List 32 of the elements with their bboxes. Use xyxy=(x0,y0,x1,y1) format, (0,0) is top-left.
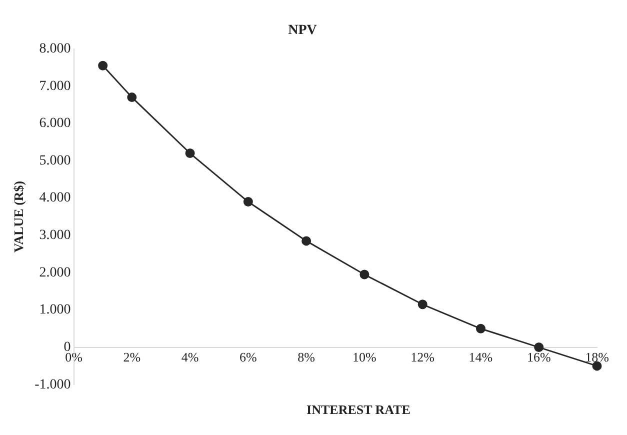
y-tick-label: 2.000 xyxy=(39,265,71,280)
y-tick-label: 3.000 xyxy=(39,228,71,244)
x-tick-label: 8% xyxy=(298,350,316,365)
point xyxy=(185,148,195,158)
point xyxy=(243,197,253,207)
y-tick-label: -1.000 xyxy=(34,377,71,392)
point xyxy=(418,300,428,310)
x-tick-label: 4% xyxy=(181,350,199,365)
x-tick-label: 10% xyxy=(352,350,377,365)
point xyxy=(592,361,602,371)
x-tick-label: 0% xyxy=(65,350,83,365)
x-tick-label: 14% xyxy=(468,350,493,365)
point xyxy=(360,270,370,280)
point xyxy=(127,92,137,102)
y-tick-label: 1.000 xyxy=(39,302,71,318)
x-tick-label: 18% xyxy=(585,350,610,365)
y-tick-label: 6.000 xyxy=(39,116,71,132)
x-tick-label: 6% xyxy=(240,350,258,365)
y-tick-label: 4.000 xyxy=(39,190,71,206)
x-tick-label: 16% xyxy=(526,350,551,365)
point xyxy=(534,342,544,352)
chart-title: NPV xyxy=(288,23,317,38)
y-axis-title: VALUE (R$) xyxy=(11,180,26,253)
x-tick-label: 12% xyxy=(410,350,435,365)
point xyxy=(98,60,108,70)
point xyxy=(302,236,312,246)
x-tick-label: 2% xyxy=(123,350,141,365)
y-tick-label: 5.000 xyxy=(39,153,71,168)
point xyxy=(476,324,486,334)
y-tick-label: 8.000 xyxy=(39,41,71,56)
x-axis-title: INTEREST RATE xyxy=(306,402,412,418)
y-tick-label: 7.000 xyxy=(39,78,71,94)
